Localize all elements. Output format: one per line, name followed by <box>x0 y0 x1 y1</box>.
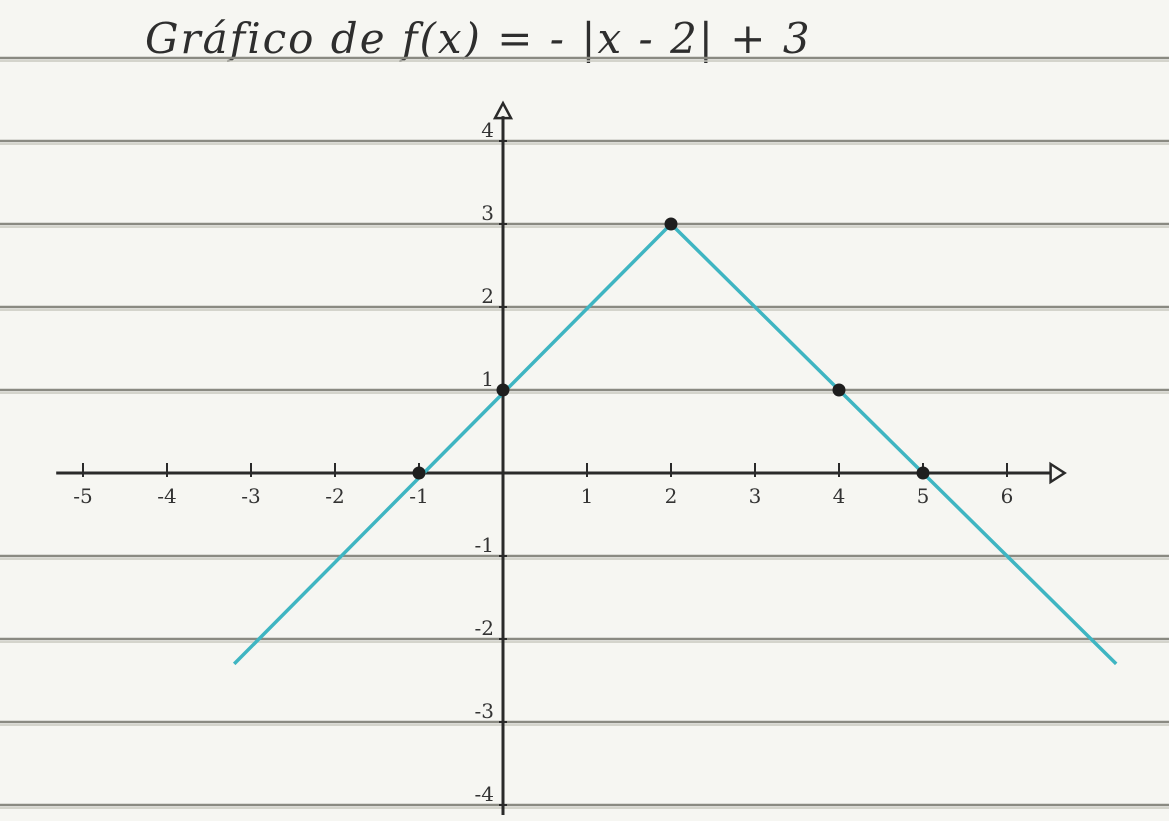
x-tick-label: 6 <box>1001 484 1014 508</box>
data-point <box>916 466 930 480</box>
x-tick-label: 4 <box>833 484 846 508</box>
y-tick-label: 2 <box>481 284 494 308</box>
data-point <box>832 383 846 397</box>
y-tick-label: 4 <box>481 118 494 142</box>
marked-points <box>412 217 930 480</box>
y-tick-label: -2 <box>475 616 494 640</box>
y-tick-label: -3 <box>475 699 494 723</box>
x-tick-label: -3 <box>241 484 260 508</box>
ruled-lines <box>0 56 1169 809</box>
y-tick-label: 3 <box>481 201 494 225</box>
y-tick-label: 1 <box>481 367 494 391</box>
x-axis-arrow <box>1049 461 1067 485</box>
x-tick-label: 1 <box>581 484 594 508</box>
data-point <box>664 217 678 231</box>
series-line <box>232 221 1118 666</box>
chart-title: Gráfico de f(x) = - |x - 2| + 3 <box>145 14 812 63</box>
x-tick-label: -5 <box>73 484 92 508</box>
axes <box>56 100 1067 815</box>
series-lines <box>232 221 1118 666</box>
x-ticks: -5 -4 -3 -2 -1 1 2 3 4 5 6 <box>73 463 1013 508</box>
data-point <box>496 383 510 397</box>
y-tick-label: -4 <box>475 782 494 806</box>
x-tick-label: 2 <box>665 484 678 508</box>
x-tick-label: -4 <box>157 484 176 508</box>
x-tick-label: -2 <box>325 484 344 508</box>
x-tick-label: 3 <box>749 484 762 508</box>
x-tick-label: 5 <box>917 484 930 508</box>
data-point <box>412 466 426 480</box>
y-axis-arrow <box>492 100 514 120</box>
y-ticks: 4 3 2 1 -1 -2 -3 -4 <box>475 118 507 806</box>
y-tick-label: -1 <box>475 533 494 557</box>
x-tick-label: -1 <box>409 484 428 508</box>
